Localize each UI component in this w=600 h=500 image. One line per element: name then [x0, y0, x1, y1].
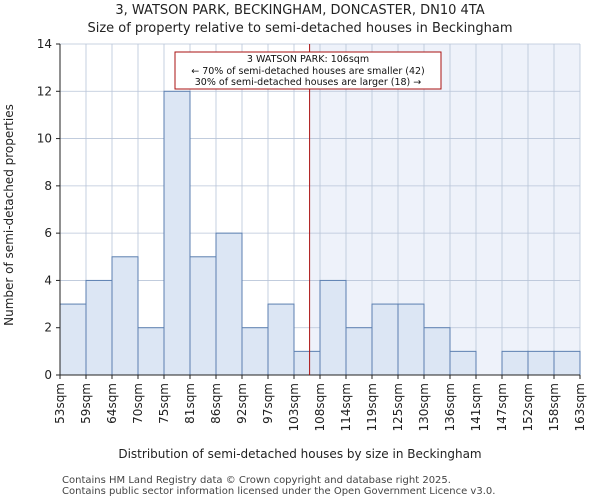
bar — [241, 327, 269, 376]
x-tick-labels: 53sqm 59sqm 64sqm 70sqm 75sqm 81sqm 86sqm 92sqm… — [53, 375, 587, 431]
footer-line-2: Contains public sector information licen… — [62, 486, 495, 497]
chart-title: 3, WATSON PARK, BECKINGHAM, DONCASTER, D… — [115, 3, 484, 18]
y-tick-label: 10 — [37, 132, 52, 146]
bar — [215, 232, 243, 376]
bar — [449, 350, 477, 376]
x-tick-label: 86sqm — [209, 383, 223, 424]
bar — [267, 303, 295, 376]
x-axis-label: Distribution of semi-detached houses by … — [118, 447, 481, 461]
bar — [527, 350, 555, 376]
larger-region-highlight — [309, 44, 580, 375]
x-tick-label: 163sqm — [573, 383, 587, 431]
bar — [163, 90, 191, 376]
y-tick-labels: 0 2 4 6 8 10 12 14 — [37, 37, 60, 382]
bar — [319, 279, 347, 376]
y-tick-label: 6 — [44, 226, 52, 240]
x-tick-label: 97sqm — [261, 383, 275, 424]
bar — [423, 327, 451, 376]
x-tick-label: 103sqm — [287, 383, 301, 431]
y-tick-label: 12 — [37, 84, 52, 98]
x-tick-label: 158sqm — [547, 383, 561, 431]
annotation-line-1: 3 WATSON PARK: 106sqm — [247, 54, 369, 65]
x-tick-label: 147sqm — [495, 383, 509, 431]
x-tick-label: 119sqm — [365, 383, 379, 431]
x-tick-label: 92sqm — [235, 383, 249, 424]
bar — [501, 350, 529, 376]
x-tick-label: 141sqm — [469, 383, 483, 431]
footer-line-1: Contains HM Land Registry data © Crown c… — [62, 475, 451, 486]
x-tick-label: 125sqm — [391, 383, 405, 431]
bar — [293, 350, 321, 376]
bar — [371, 303, 399, 376]
bars-group — [59, 90, 581, 376]
x-tick-label: 130sqm — [417, 383, 431, 431]
y-tick-label: 2 — [44, 321, 52, 335]
x-tick-label: 75sqm — [157, 383, 171, 424]
x-tick-label: 59sqm — [79, 383, 93, 424]
bar — [85, 279, 113, 376]
bar — [111, 256, 139, 376]
x-tick-label: 81sqm — [183, 383, 197, 424]
chart-subtitle: Size of property relative to semi-detach… — [87, 21, 512, 36]
annotation-frame — [174, 51, 442, 90]
x-tick-label: 53sqm — [53, 383, 67, 424]
annotation-line-2: ← 70% of semi-detached houses are smalle… — [191, 66, 425, 77]
x-tick-label: 114sqm — [339, 383, 353, 431]
y-tick-label: 4 — [44, 273, 52, 287]
bar — [137, 327, 165, 376]
bar — [397, 303, 425, 376]
y-axis-label: Number of semi-detached properties — [2, 104, 16, 326]
x-tick-label: 70sqm — [131, 383, 145, 424]
annotation-line-3: 30% of semi-detached houses are larger (… — [195, 77, 422, 88]
x-tick-label: 64sqm — [105, 383, 119, 424]
y-tick-label: 8 — [44, 179, 52, 193]
bar — [553, 350, 581, 376]
x-tick-label: 108sqm — [313, 383, 327, 431]
x-tick-label: 136sqm — [443, 383, 457, 431]
y-tick-label: 14 — [37, 37, 52, 51]
x-tick-label: 152sqm — [521, 383, 535, 431]
bar — [59, 303, 87, 376]
bar — [189, 256, 217, 376]
annotation-box: 3 WATSON PARK: 106sqm ← 70% of semi-deta… — [174, 51, 442, 90]
y-tick-label: 0 — [44, 368, 52, 382]
bar — [345, 327, 373, 376]
